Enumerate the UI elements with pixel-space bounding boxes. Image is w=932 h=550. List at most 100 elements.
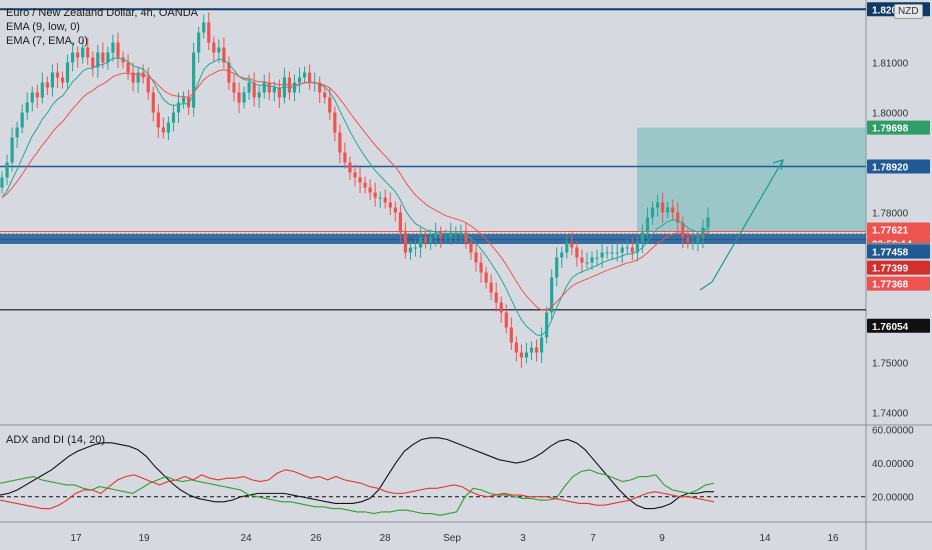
candle-body xyxy=(645,217,650,233)
candle-body xyxy=(65,62,70,83)
candle-body xyxy=(353,172,357,178)
candle-body xyxy=(534,347,539,353)
candle-body xyxy=(192,52,196,108)
price-tick-label-2: 1.78000 xyxy=(872,209,909,220)
candle-body xyxy=(171,112,176,123)
time-tick-label-10: 16 xyxy=(827,533,839,544)
symbol-title: Euro / New Zealand Dollar, 4h, OANDA xyxy=(6,7,198,19)
candle-body xyxy=(509,327,513,343)
zone-top-price-box: 1.77458 xyxy=(872,248,909,259)
chart-legend: Euro / New Zealand Dollar, 4h, OANDA EMA… xyxy=(6,6,198,48)
candle-body xyxy=(524,352,529,358)
candle-body xyxy=(302,72,307,78)
candle-body xyxy=(635,242,639,253)
level-price-box-mid-bg xyxy=(867,159,930,174)
candle-body xyxy=(464,232,468,243)
candle-body xyxy=(323,92,327,98)
candle-body xyxy=(691,242,695,244)
candle-body xyxy=(55,72,60,78)
candle-body xyxy=(585,262,589,264)
candle-body xyxy=(494,292,498,303)
candle-body xyxy=(267,82,271,93)
candle-body xyxy=(570,242,574,248)
candle-body xyxy=(181,97,186,103)
zone-label-1: 1.77399 xyxy=(872,264,909,275)
candle-body xyxy=(121,57,125,63)
candle-body xyxy=(146,77,150,93)
candle-body xyxy=(15,127,19,138)
candle-body xyxy=(696,237,700,243)
time-tick-label-5: Sep xyxy=(443,533,461,544)
candle-body xyxy=(217,47,221,53)
adx-tick-label-1: 40.00000 xyxy=(872,459,914,470)
time-tick-label-7: 7 xyxy=(590,533,596,544)
candle-body xyxy=(25,102,29,113)
candle-body xyxy=(101,52,105,63)
current-price-box: 1.77621 xyxy=(872,225,909,236)
candle-body xyxy=(222,47,226,63)
candle-body xyxy=(610,252,614,254)
candle-body xyxy=(595,257,599,259)
level-price-box-low: 1.76054 xyxy=(872,322,909,333)
candle-body xyxy=(519,352,524,358)
candle-body xyxy=(469,242,473,253)
time-tick-label-6: 3 xyxy=(520,533,526,544)
adx-tick-label-0: 60.00000 xyxy=(872,425,914,436)
candle-body xyxy=(131,72,135,83)
candle-body xyxy=(439,232,443,238)
candle-body xyxy=(5,162,9,178)
candle-body xyxy=(156,112,160,128)
di-plus-line xyxy=(0,469,715,516)
candle-body xyxy=(575,247,579,258)
candle-body xyxy=(262,82,266,93)
projection-arrow-line xyxy=(699,159,784,291)
candle-body xyxy=(328,97,332,113)
current-price-box-bg xyxy=(867,222,930,237)
target-price-box: 1.79698 xyxy=(872,124,909,135)
ema-7-label: EMA (7, EMA, 0) xyxy=(6,35,88,47)
candle-body xyxy=(539,337,544,353)
di-minus-line xyxy=(0,469,715,510)
time-tick-label-3: 26 xyxy=(310,533,322,544)
candle-body xyxy=(383,197,387,203)
candle-body xyxy=(161,127,165,133)
candle-body xyxy=(514,342,518,353)
candle-body xyxy=(272,87,276,93)
time-tick-label-0: 17 xyxy=(70,533,82,544)
candle-body xyxy=(600,252,604,258)
candle-body xyxy=(242,92,246,103)
candle-body xyxy=(277,87,281,98)
candle-body xyxy=(318,82,322,93)
candle-body xyxy=(681,222,685,238)
candle-body xyxy=(479,262,483,273)
target-zone xyxy=(637,127,866,232)
candle-body xyxy=(10,137,14,163)
zone-top-price-box-bg xyxy=(867,244,930,259)
candle-body xyxy=(398,212,402,233)
candle-body xyxy=(484,272,488,283)
candle-body xyxy=(111,42,115,53)
candle-body xyxy=(545,312,549,338)
candle-body xyxy=(625,247,629,249)
candle-body xyxy=(529,347,534,353)
level-price-box-mid: 1.78920 xyxy=(872,163,909,174)
candle-body xyxy=(565,242,569,253)
candle-body xyxy=(333,112,337,133)
zone-label-2-bg xyxy=(867,276,930,291)
candle-body xyxy=(655,202,660,208)
candle-body xyxy=(605,252,609,254)
candle-body xyxy=(136,72,140,83)
candle-body xyxy=(650,207,655,218)
candle-body xyxy=(0,177,4,188)
candle-body xyxy=(343,152,347,163)
candle-body xyxy=(106,52,110,63)
target-price-box-bg xyxy=(867,120,930,135)
candle-body xyxy=(388,202,392,208)
candle-body xyxy=(363,182,367,188)
candle-body xyxy=(424,237,428,243)
currency-button[interactable]: NZD xyxy=(894,4,923,19)
candle-body xyxy=(393,207,397,213)
candle-body xyxy=(212,42,216,53)
zone-label-2: 1.77368 xyxy=(872,280,909,291)
